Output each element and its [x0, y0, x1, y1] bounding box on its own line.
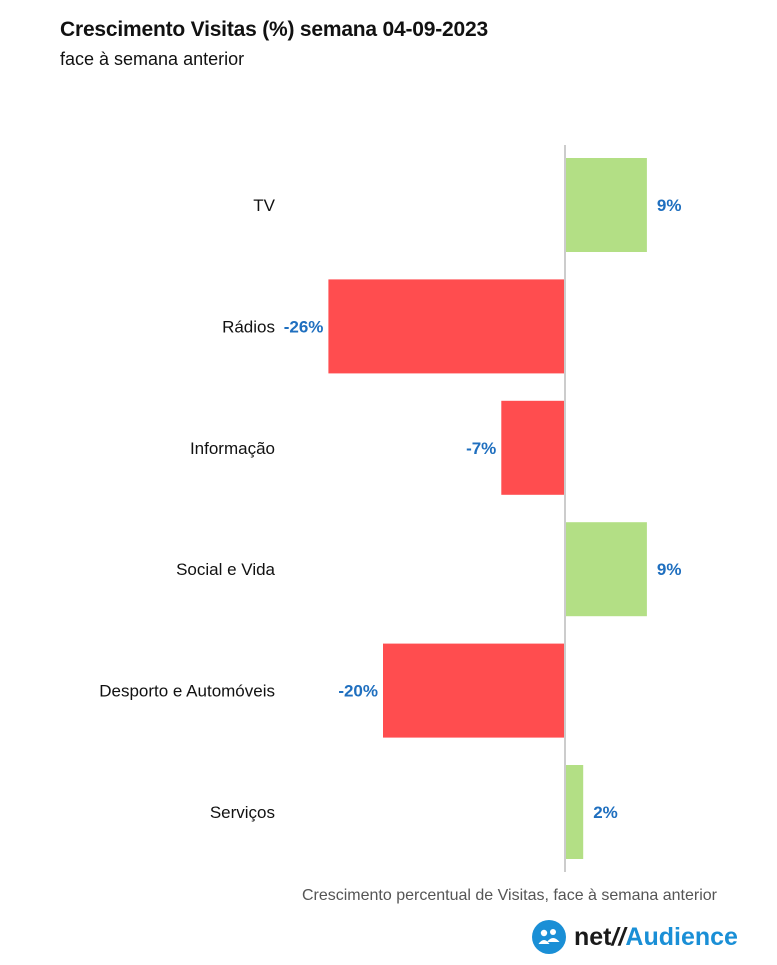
chart-subtitle: face à semana anterior [60, 49, 245, 69]
data-label: 2% [593, 803, 618, 822]
logo-wordmark: net//Audience [574, 922, 738, 951]
data-label: 9% [657, 196, 682, 215]
bar [383, 643, 565, 738]
bar-chart: TV 9% Rádios -26% Informação -7% Social e Vida… [99, 145, 682, 872]
category-label: Social e Vida [176, 560, 275, 579]
category-label: Desporto e Automóveis [99, 682, 275, 701]
bar [565, 765, 584, 859]
data-label: -26% [284, 317, 324, 336]
data-label: -7% [466, 439, 496, 458]
chart-title: Crescimento Visitas (%) semana 04-09-202… [60, 18, 488, 41]
category-label: TV [253, 196, 275, 215]
bar [565, 158, 647, 252]
netaudience-logo: net//Audience [532, 920, 738, 954]
data-label: -20% [338, 682, 378, 701]
bar [565, 522, 647, 617]
bar [501, 400, 565, 495]
bar [328, 279, 565, 374]
category-label: Serviços [210, 803, 275, 822]
audience-people-icon [532, 920, 566, 954]
data-label: 9% [657, 560, 682, 579]
category-label: Informação [190, 439, 275, 458]
category-label: Rádios [222, 317, 275, 336]
footer-note: Crescimento percentual de Visitas, face … [301, 887, 717, 904]
